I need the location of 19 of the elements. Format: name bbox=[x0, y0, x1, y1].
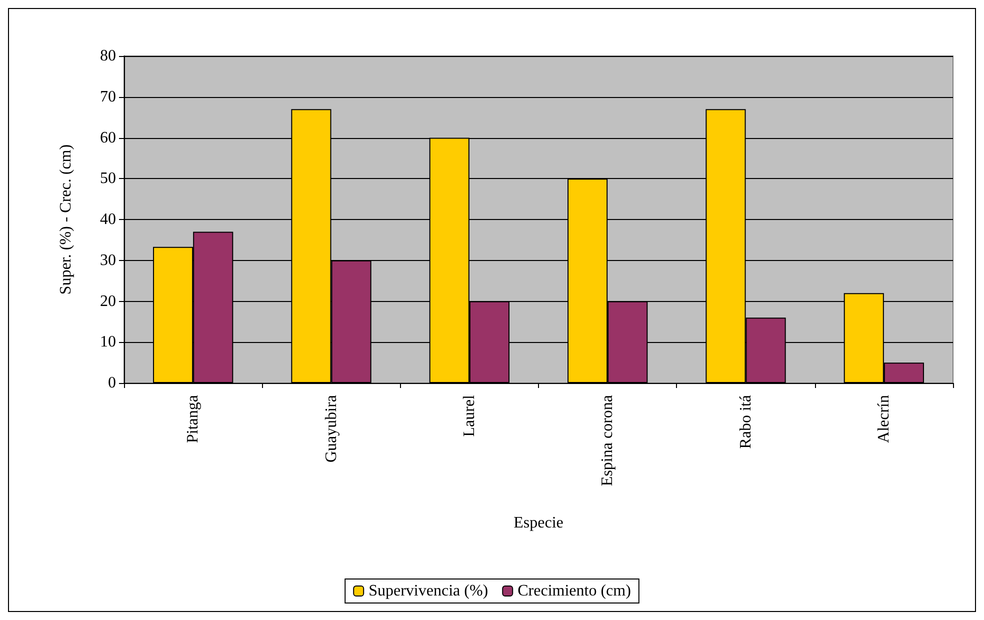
y-tick-label: 0 bbox=[108, 374, 116, 392]
x-tick-label: Pitanga bbox=[184, 395, 202, 443]
y-tick-label: 30 bbox=[100, 252, 116, 269]
x-tick-label: Rabo itá bbox=[737, 395, 754, 449]
x-tick-label: Alecrín bbox=[875, 395, 892, 443]
y-tick-label: 40 bbox=[100, 211, 116, 228]
x-tick-label: Laurel bbox=[460, 394, 478, 437]
y-tick-label: 50 bbox=[100, 170, 116, 188]
y-tick-label: 60 bbox=[100, 129, 116, 146]
legend-label: Crecimiento (cm) bbox=[518, 582, 631, 600]
y-axis-title: Super. (%) - Crec. (cm) bbox=[58, 144, 74, 295]
y-tick-label: 10 bbox=[100, 334, 116, 351]
x-tick-label: Espina corona bbox=[599, 395, 616, 486]
x-axis-title: Especie bbox=[514, 514, 564, 532]
x-tick-label: Guayubira bbox=[322, 395, 340, 463]
legend-label: Supervivencia (%) bbox=[368, 582, 488, 600]
y-tick-label: 80 bbox=[100, 48, 116, 64]
y-tick-label: 20 bbox=[100, 292, 116, 310]
y-tick-label: 70 bbox=[100, 88, 116, 106]
